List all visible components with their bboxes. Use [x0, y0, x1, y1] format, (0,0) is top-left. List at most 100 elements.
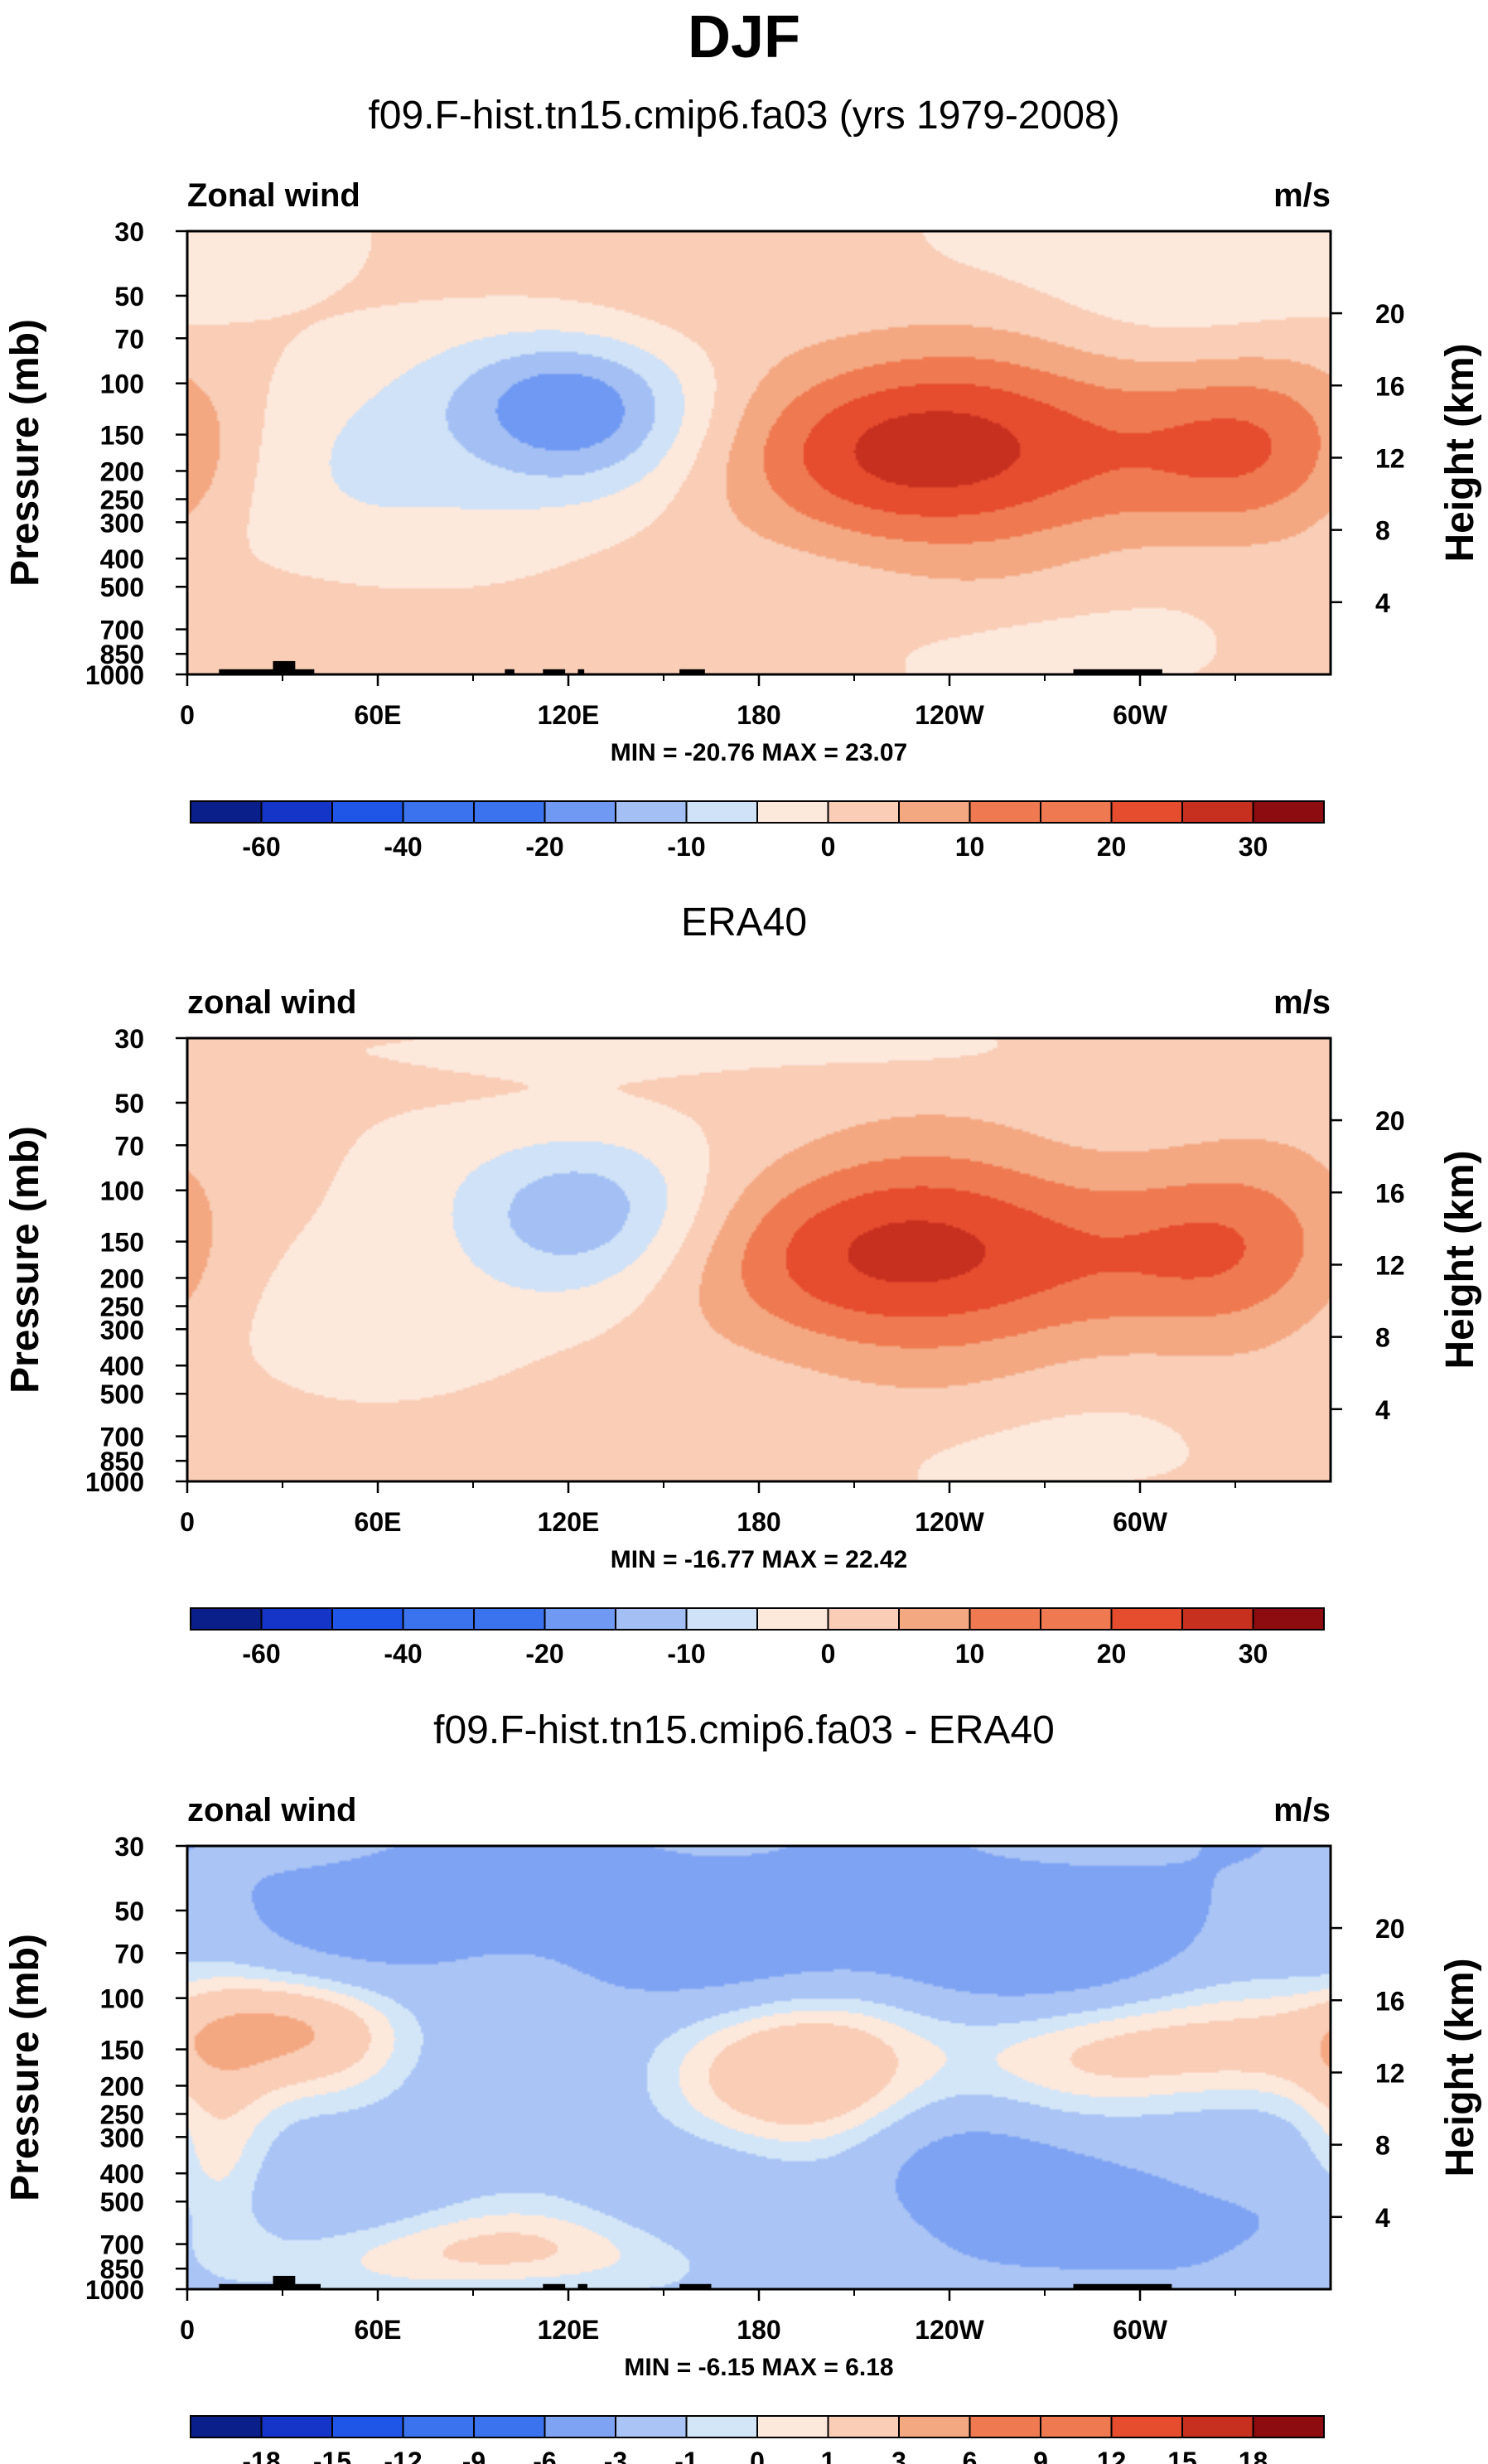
- colorbar-box: [190, 1607, 263, 1631]
- x-tick-label: 60E: [355, 700, 402, 730]
- contour-raster: [187, 231, 1331, 674]
- colorbar-label: 10: [955, 832, 985, 862]
- contour-raster: [187, 1846, 1331, 2289]
- y2-tick-label: 4: [1375, 1395, 1390, 1425]
- panel-units-label: m/s: [1273, 1792, 1331, 1829]
- y-tick-label: 150: [100, 1228, 144, 1258]
- topography-block: [505, 669, 515, 674]
- colorbar-box: [898, 2415, 971, 2438]
- colorbar-box: [544, 2415, 616, 2438]
- y-axis-title: Pressure (mb): [3, 319, 47, 587]
- panel-title: f09.F-hist.tn15.cmip6.fa03 - ERA40: [433, 1708, 1055, 1752]
- colorbar-label: 30: [1239, 832, 1268, 862]
- colorbar-label: 0: [750, 2447, 765, 2464]
- x-tick-label: 180: [737, 1507, 780, 1537]
- y-tick-label: 30: [114, 217, 144, 247]
- colorbar-label: 30: [1239, 1639, 1268, 1669]
- y-tick-label: 150: [100, 2036, 144, 2065]
- colorbar-label: -60: [242, 1639, 280, 1669]
- y2-tick-label: 20: [1375, 1106, 1405, 1136]
- colorbar-box: [260, 2415, 333, 2438]
- colorbar-label: -10: [667, 1639, 705, 1669]
- topography-block: [1073, 2283, 1172, 2289]
- colorbar-box: [473, 1607, 546, 1631]
- y-tick-label: 100: [100, 1176, 144, 1206]
- y2-tick-label: 20: [1375, 1914, 1405, 1944]
- y-tick-label: 500: [100, 1379, 144, 1409]
- colorbar-label: -40: [384, 832, 422, 862]
- y-tick-label: 250: [100, 2099, 144, 2129]
- colorbar-box: [402, 2415, 475, 2438]
- x-tick-label: 0: [180, 700, 195, 730]
- colorbar-box: [260, 1607, 333, 1631]
- y-tick-label: 300: [100, 1315, 144, 1345]
- panel-left-label: Zonal wind: [187, 177, 360, 214]
- colorbar-box: [331, 2415, 404, 2438]
- x-tick-label: 60E: [355, 1507, 402, 1537]
- colorbar-box: [544, 1607, 616, 1631]
- colorbar-box: [402, 800, 475, 824]
- y2-tick-label: 20: [1375, 299, 1405, 329]
- colorbar-box: [685, 1607, 758, 1631]
- y-tick-label: 70: [114, 1131, 144, 1161]
- colorbar-box: [615, 2415, 688, 2438]
- colorbar-box: [615, 800, 688, 824]
- colorbar-box: [473, 800, 546, 824]
- colorbar-box: [1252, 2415, 1325, 2438]
- colorbar-label: -10: [667, 832, 705, 862]
- panel-title: f09.F-hist.tn15.cmip6.fa03 (yrs 1979-200…: [368, 94, 1119, 138]
- colorbar-label: -9: [462, 2447, 486, 2464]
- y-tick-label: 400: [100, 1351, 144, 1381]
- colorbar-label: -20: [525, 1639, 563, 1669]
- min-max-text: MIN = -6.15 MAX = 6.18: [624, 2354, 893, 2381]
- y-tick-label: 100: [100, 1984, 144, 2014]
- x-tick-label: 60W: [1113, 700, 1168, 730]
- figure-title: DJF: [687, 4, 801, 70]
- x-tick-label: 180: [737, 2315, 780, 2345]
- colorbar-box: [969, 2415, 1041, 2438]
- y2-tick-label: 16: [1375, 1986, 1405, 2016]
- y2-axis-title: Height (km): [1438, 344, 1482, 563]
- y2-tick-label: 8: [1375, 1323, 1390, 1353]
- topography-block: [273, 660, 296, 674]
- y2-tick-label: 12: [1375, 443, 1405, 473]
- colorbar-label: 3: [891, 2447, 906, 2464]
- y2-tick-label: 12: [1375, 2058, 1405, 2088]
- colorbar-label: 15: [1167, 2447, 1197, 2464]
- panel-left-label: zonal wind: [187, 984, 356, 1021]
- topography-block: [219, 669, 315, 674]
- topography-block: [577, 669, 585, 674]
- colorbar-box: [1110, 1607, 1183, 1631]
- colorbar-label: 6: [963, 2447, 978, 2464]
- colorbar-box: [1110, 800, 1183, 824]
- colorbar-label: -18: [242, 2447, 280, 2464]
- y-tick-label: 250: [100, 1292, 144, 1321]
- colorbar-box: [969, 1607, 1041, 1631]
- x-tick-label: 0: [180, 1507, 195, 1537]
- colorbar-box: [685, 800, 758, 824]
- colorbar-box: [1252, 1607, 1325, 1631]
- colorbar-box: [260, 800, 333, 824]
- min-max-text: MIN = -20.76 MAX = 23.07: [611, 739, 908, 766]
- topography-block: [273, 2275, 296, 2289]
- topography-block: [543, 2283, 566, 2289]
- panel-title: ERA40: [681, 901, 807, 945]
- y2-tick-label: 12: [1375, 1250, 1405, 1280]
- colorbar-box: [402, 1607, 475, 1631]
- panel-left-label: zonal wind: [187, 1792, 356, 1829]
- y-tick-label: 300: [100, 508, 144, 538]
- y2-tick-label: 8: [1375, 2131, 1390, 2161]
- topography-block: [679, 2283, 712, 2289]
- y-tick-label: 1000: [85, 2275, 144, 2305]
- y-tick-label: 200: [100, 457, 144, 486]
- y-tick-label: 200: [100, 2071, 144, 2101]
- x-tick-label: 120E: [538, 700, 600, 730]
- y-tick-label: 250: [100, 485, 144, 515]
- colorbar-label: 18: [1239, 2447, 1268, 2464]
- topography-block: [577, 2283, 587, 2289]
- y2-tick-label: 16: [1375, 1178, 1405, 1208]
- panel-difference: f09.F-hist.tn15.cmip6.fa03 - ERA40 zonal …: [3, 1708, 1482, 2464]
- x-tick-label: 120W: [915, 700, 984, 730]
- colorbar-box: [1181, 800, 1254, 824]
